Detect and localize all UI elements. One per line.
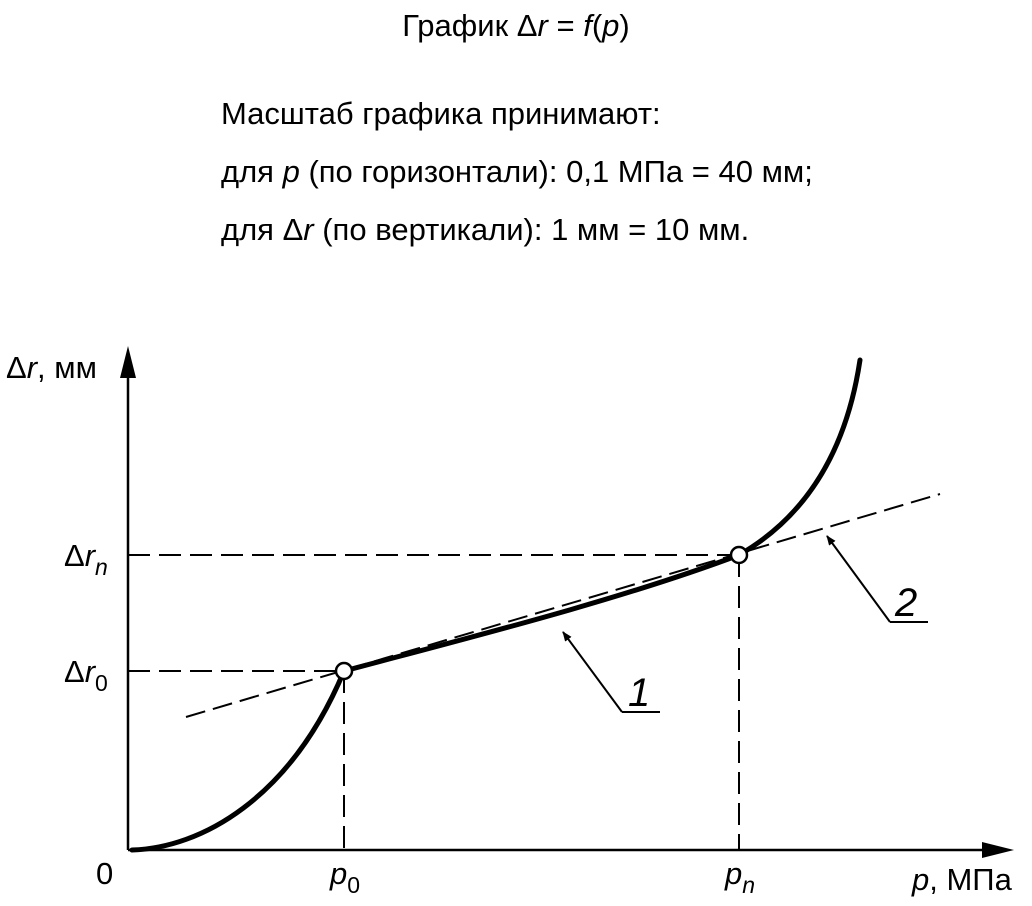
y-tick-label-r0: Δr0 [64, 654, 108, 696]
x-tick-label-p0: p0 [329, 856, 360, 898]
x-tick-label-pn: pn [724, 856, 755, 898]
callout-2-label: 2 [894, 581, 917, 625]
tangent-line [185, 493, 941, 718]
point-p0 [334, 661, 354, 681]
scale-note-heading: Масштаб графика принимают: [221, 96, 661, 131]
chart-title: График Δr = f(p) [402, 8, 630, 43]
y-tick-label-rn: Δrn [64, 538, 108, 580]
y-axis-arrow-icon [120, 346, 136, 378]
callout-2-leader [826, 535, 891, 623]
callout-1-label: 1 [628, 671, 650, 715]
x-axis-label: p, МПа [911, 862, 1013, 897]
scale-note-horizontal: для p (по горизонтали): 0,1 МПа = 40 мм; [221, 154, 813, 189]
scale-note-vertical: для Δr (по вертикали): 1 мм = 10 мм. [221, 212, 750, 247]
callout-1-leader [562, 631, 623, 713]
x-axis-arrow-icon [982, 842, 1014, 858]
curve [129, 357, 863, 853]
point-pn [729, 545, 749, 565]
y-axis-label: Δr, мм [6, 350, 97, 385]
origin-label: 0 [96, 856, 113, 891]
